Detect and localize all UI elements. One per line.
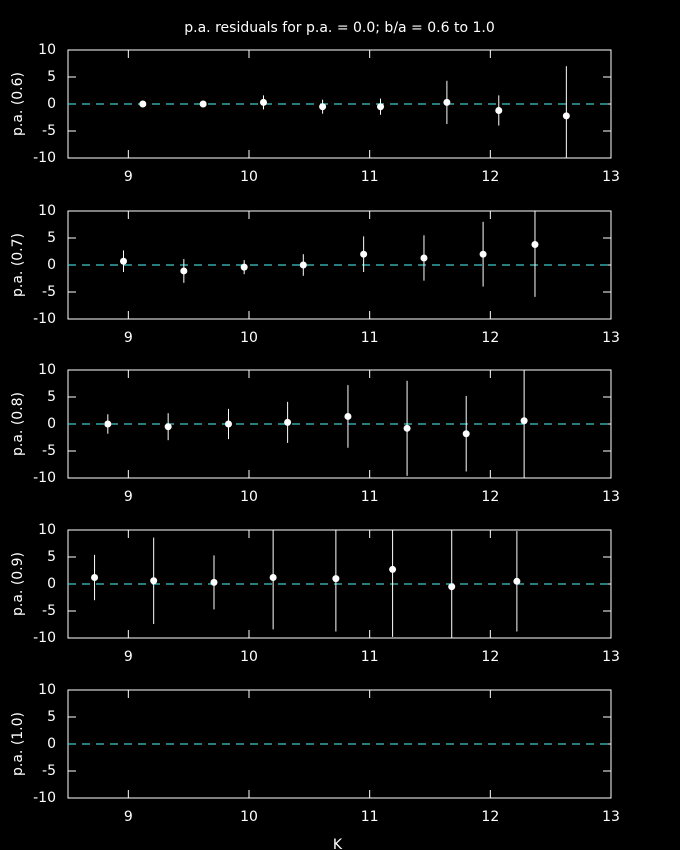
x-tick-label: 13 xyxy=(602,649,620,665)
x-tick-label: 11 xyxy=(361,809,379,825)
point xyxy=(224,420,232,428)
x-tick-label: 12 xyxy=(481,809,499,825)
point xyxy=(284,418,292,426)
x-tick-label: 13 xyxy=(602,330,620,346)
point xyxy=(299,261,307,269)
y-tick-label: 10 xyxy=(38,42,56,58)
point xyxy=(259,98,267,106)
point xyxy=(332,575,340,583)
x-tick-label: 11 xyxy=(361,489,379,505)
point xyxy=(403,424,411,432)
y-tick-label: 0 xyxy=(47,736,56,752)
x-tick-label: 9 xyxy=(124,169,133,185)
points xyxy=(139,66,570,158)
point xyxy=(120,257,128,265)
point xyxy=(443,98,451,106)
x-tick-label: 9 xyxy=(124,489,133,505)
y-tick-label: 0 xyxy=(47,96,56,112)
point xyxy=(531,240,539,248)
y-tick-label: 5 xyxy=(47,709,56,725)
y-tick-label: -10 xyxy=(33,311,56,327)
panel: p.a. (0.9) -10 -5 0 5 10 9 10 11 12 13 xyxy=(10,522,620,665)
point xyxy=(139,100,147,108)
points xyxy=(120,211,539,297)
point xyxy=(91,574,99,582)
y-tick-label: 10 xyxy=(38,362,56,378)
y-tick-label: -5 xyxy=(42,123,56,139)
x-tick-label: 12 xyxy=(481,169,499,185)
y-tick-label: -10 xyxy=(33,150,56,166)
y-tick-label: -10 xyxy=(33,790,56,806)
x-tick-label: 11 xyxy=(361,169,379,185)
y-tick-label: -5 xyxy=(42,443,56,459)
x-tick-label: 13 xyxy=(602,809,620,825)
point xyxy=(462,430,470,438)
y-tick-label: 10 xyxy=(38,522,56,538)
points xyxy=(104,370,528,478)
point xyxy=(513,577,521,585)
point xyxy=(319,103,327,111)
point xyxy=(164,423,172,431)
point xyxy=(495,106,503,114)
panel: p.a. residuals for p.a. = 0.0; b/a = 0.6… xyxy=(10,20,620,185)
panel: p.a. (0.7) -10 -5 0 5 10 9 10 11 12 13 xyxy=(10,203,620,346)
y-axis-label: p.a. (0.8) xyxy=(10,392,26,456)
y-tick-label: 10 xyxy=(38,682,56,698)
x-tick-label: 10 xyxy=(240,649,258,665)
x-tick-label: 10 xyxy=(240,489,258,505)
points xyxy=(91,530,521,638)
x-tick-label: 10 xyxy=(240,330,258,346)
point xyxy=(520,417,528,425)
x-tick-label: 9 xyxy=(124,809,133,825)
y-tick-label: -10 xyxy=(33,630,56,646)
y-tick-label: 5 xyxy=(47,230,56,246)
panel: p.a. (0.8) -10 -5 0 5 10 9 10 11 12 13 xyxy=(10,362,620,505)
point xyxy=(448,583,456,591)
y-axis-label: p.a. (0.7) xyxy=(10,233,26,297)
x-tick-label: 13 xyxy=(602,169,620,185)
y-axis-label: p.a. (0.9) xyxy=(10,552,26,616)
x-axis-label: K xyxy=(333,837,343,850)
point xyxy=(479,250,487,258)
point xyxy=(269,574,277,582)
point xyxy=(240,263,248,271)
y-tick-label: 10 xyxy=(38,203,56,219)
y-tick-label: 0 xyxy=(47,257,56,273)
y-tick-label: -5 xyxy=(42,284,56,300)
x-tick-label: 13 xyxy=(602,489,620,505)
x-tick-label: 9 xyxy=(124,330,133,346)
point xyxy=(562,112,570,120)
y-axis-label: p.a. (0.6) xyxy=(10,72,26,136)
y-tick-label: 0 xyxy=(47,416,56,432)
x-tick-label: 10 xyxy=(240,809,258,825)
y-tick-label: 0 xyxy=(47,576,56,592)
y-tick-label: -5 xyxy=(42,603,56,619)
x-tick-label: 12 xyxy=(481,649,499,665)
chart-title: p.a. residuals for p.a. = 0.0; b/a = 0.6… xyxy=(184,20,494,36)
y-tick-label: -10 xyxy=(33,470,56,486)
x-tick-label: 12 xyxy=(481,489,499,505)
point xyxy=(360,250,368,258)
point xyxy=(377,103,385,111)
y-axis-label: p.a. (1.0) xyxy=(10,712,26,776)
point xyxy=(344,412,352,420)
x-tick-label: 9 xyxy=(124,649,133,665)
point xyxy=(389,565,397,573)
panel: p.a. (1.0) K -10 -5 0 5 10 9 10 11 12 13 xyxy=(10,682,620,850)
point xyxy=(150,577,158,585)
point xyxy=(420,254,428,262)
y-tick-label: 5 xyxy=(47,549,56,565)
y-tick-label: 5 xyxy=(47,389,56,405)
x-tick-label: 11 xyxy=(361,330,379,346)
x-tick-label: 10 xyxy=(240,169,258,185)
y-tick-label: 5 xyxy=(47,69,56,85)
y-tick-label: -5 xyxy=(42,763,56,779)
point xyxy=(104,420,112,428)
x-tick-label: 11 xyxy=(361,649,379,665)
point xyxy=(199,100,207,108)
x-tick-label: 12 xyxy=(481,330,499,346)
point xyxy=(210,578,218,586)
point xyxy=(180,267,188,275)
